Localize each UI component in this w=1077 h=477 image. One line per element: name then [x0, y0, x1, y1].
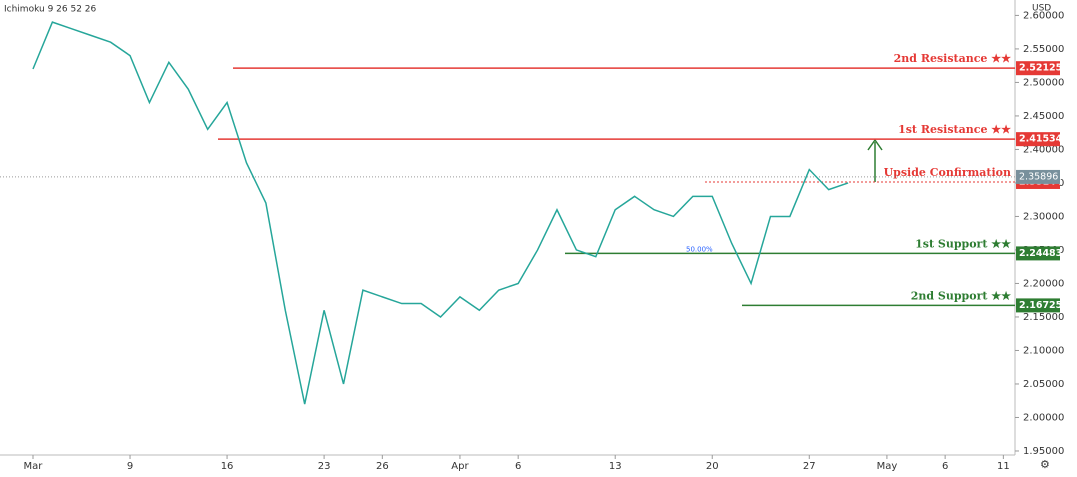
current-badge: [1016, 169, 1060, 184]
x-tick-label: 11: [997, 461, 1010, 472]
current-price: 2.35896: [1019, 171, 1058, 182]
y-tick-label: 2.60000: [1023, 10, 1064, 21]
price-line: [32, 21, 849, 405]
y-tick-label: 2.50000: [1023, 77, 1064, 88]
x-tick-label: May: [877, 461, 898, 472]
x-tick-label: 9: [127, 461, 133, 472]
level-name: 2nd Support ★★: [911, 289, 1011, 302]
y-tick-label: 2.05000: [1023, 379, 1064, 390]
x-tick-label: 6: [515, 461, 521, 472]
currency: USD: [1032, 4, 1051, 14]
level-badge: [1016, 61, 1060, 76]
fib-label: 50.00%: [686, 245, 713, 253]
y-tick-label: 2.20000: [1023, 278, 1064, 289]
x-tick-label: 6: [942, 461, 948, 472]
y-tick-label: 2.55000: [1023, 44, 1064, 55]
level-value: 2.41534: [1019, 134, 1063, 145]
x-tick-label: 23: [318, 461, 331, 472]
level-name: 1st Resistance ★★: [898, 123, 1011, 136]
x-tick-label: 26: [376, 461, 389, 472]
arrow-head: [867, 138, 883, 151]
level-name: Upside Confirmation: [884, 166, 1011, 179]
settings-icon[interactable]: ⚙: [1040, 458, 1050, 471]
y-tick-label: 2.45000: [1023, 111, 1064, 122]
y-tick-label: 2.00000: [1023, 412, 1064, 423]
level-value: 2.16725: [1019, 300, 1062, 311]
y-tick-label: 2.10000: [1023, 345, 1064, 356]
indicator-label: Ichimoku 9 26 52 26: [4, 5, 97, 15]
x-tick-label: 27: [803, 461, 816, 472]
level-name: 2nd Resistance ★★: [894, 52, 1011, 65]
x-tick-label: Apr: [451, 461, 469, 472]
x-tick-label: 20: [706, 461, 719, 472]
level-badge: [1016, 246, 1060, 261]
y-tick-label: 2.40000: [1023, 144, 1064, 155]
level-name: 1st Support ★★: [915, 237, 1011, 250]
level-badge: [1016, 132, 1060, 147]
y-tick-label: 2.15000: [1023, 312, 1064, 323]
y-tick-label: 1.95000: [1023, 446, 1064, 457]
level-badge: [1016, 298, 1060, 313]
x-tick-label: 13: [609, 461, 622, 472]
x-tick-label: Mar: [24, 461, 44, 472]
level-value: 2.52125: [1019, 63, 1062, 74]
y-tick-label: 2.30000: [1023, 211, 1064, 222]
level-value: 2.24483: [1019, 248, 1062, 259]
x-tick-label: 16: [221, 461, 234, 472]
